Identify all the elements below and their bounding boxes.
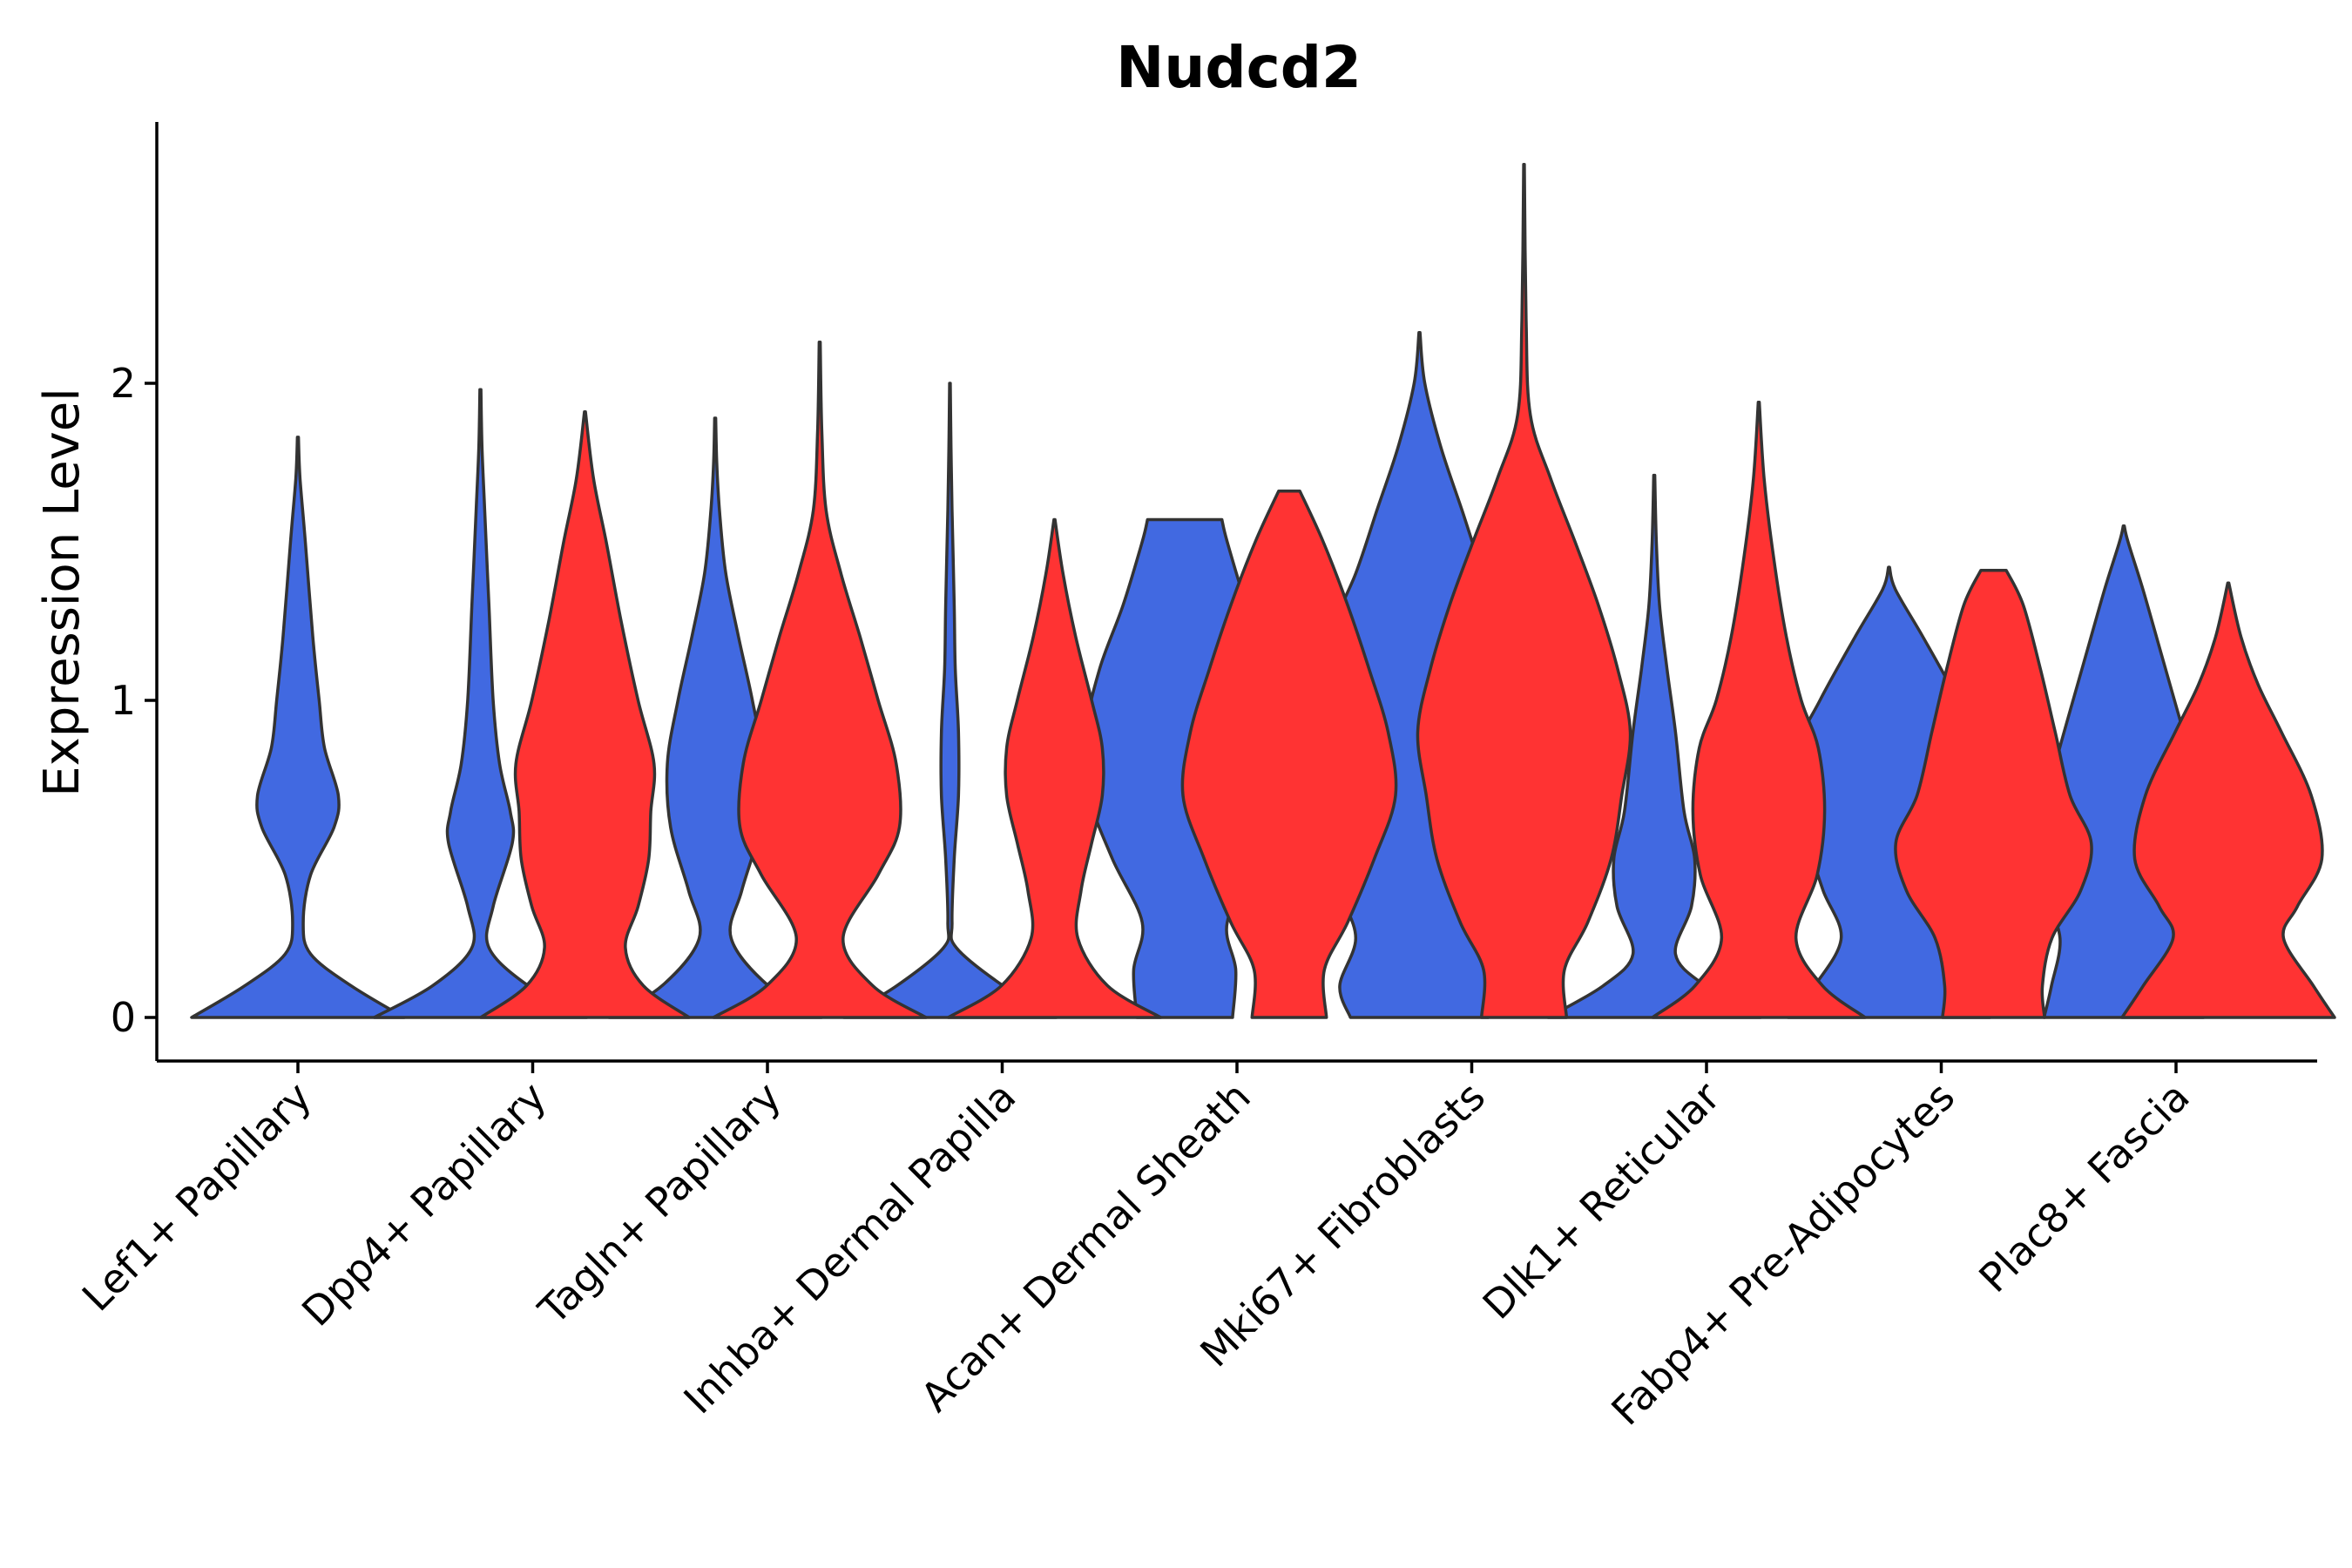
violin-group1-dlk1-reticular [1546, 473, 1762, 1019]
x-tick-label: Tagln+ Papillary [529, 1073, 790, 1335]
x-tick-label: Lef1+ Papillary [73, 1073, 321, 1321]
violins-layer [190, 163, 2336, 1019]
violin-group2-tagln-papillary [712, 340, 928, 1019]
violin-group2-mki67-fibroblasts [1416, 163, 1632, 1019]
violin-group2-inhba-dermal-papilla [946, 517, 1163, 1019]
violin-group2-dlk1-reticular [1651, 401, 1867, 1019]
violin-group2-acan-dermal-sheath [1180, 490, 1398, 1019]
x-tick-label: Plac8+ Fascia [1970, 1073, 2198, 1301]
chart-title: Nudcd2 [1116, 34, 1362, 101]
violin-group1-dpp4-papillary [372, 388, 589, 1019]
violin-group2-fabp4-pre-adipocytes [1894, 569, 2093, 1019]
x-tick-label: Dlk1+ Reticular [1474, 1073, 1729, 1328]
violin-group1-inhba-dermal-papilla [841, 382, 1058, 1019]
y-tick-label: 2 [111, 360, 136, 407]
violin-group2-dpp4-papillary [479, 410, 691, 1019]
y-axis-label: Expression Level [34, 388, 91, 797]
y-tick-label: 1 [111, 677, 136, 724]
violin-group1-lef1-papillary [190, 436, 406, 1019]
violin-group2-plac8-fascia [2120, 581, 2336, 1019]
y-tick-label: 0 [111, 994, 136, 1041]
x-tick-label: Dpp4+ Papillary [293, 1073, 555, 1335]
y-ticks: 0 1 2 [111, 360, 157, 1041]
